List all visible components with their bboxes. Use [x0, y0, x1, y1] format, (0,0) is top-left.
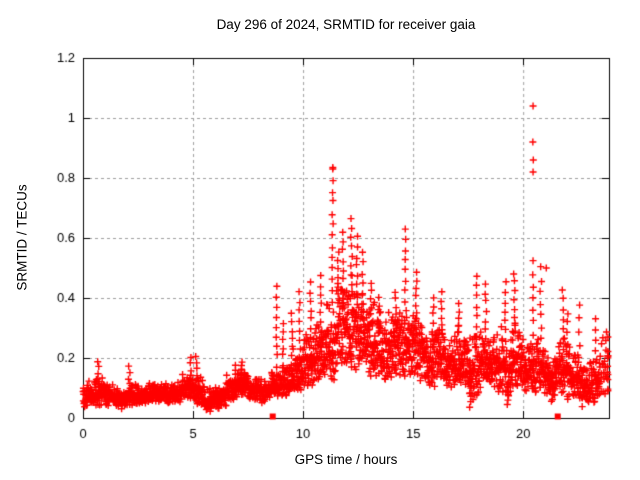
x-axis-label: GPS time / hours: [294, 452, 398, 467]
y-axis-label: SRMTID / TECUs: [14, 184, 30, 291]
